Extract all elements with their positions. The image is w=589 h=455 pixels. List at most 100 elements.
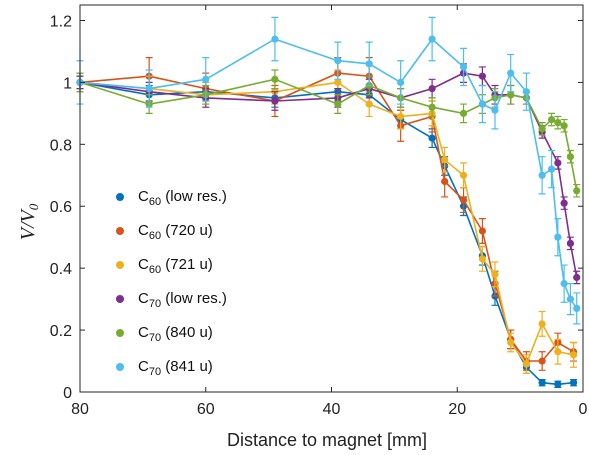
x-tick-label: 0 xyxy=(579,401,588,418)
y-tick-label: 0.4 xyxy=(50,261,72,278)
y-axis-label-main: V/V xyxy=(17,207,39,240)
data-point xyxy=(428,103,436,111)
data-point xyxy=(478,255,486,263)
data-point xyxy=(547,165,556,173)
data-point xyxy=(569,351,578,359)
data-point xyxy=(428,134,436,142)
axes xyxy=(79,4,584,393)
legend-label: C70 (840 u) xyxy=(138,324,213,344)
y-tick-label: 0.2 xyxy=(50,323,72,340)
series-layer xyxy=(76,16,581,388)
x-tick-label: 40 xyxy=(323,401,341,418)
data-point xyxy=(566,295,575,303)
data-point xyxy=(566,239,575,247)
data-point xyxy=(560,122,568,130)
data-point xyxy=(478,72,486,80)
data-point xyxy=(365,100,373,108)
data-point xyxy=(507,338,515,347)
x-tick-label: 20 xyxy=(448,401,466,418)
data-point xyxy=(522,360,531,368)
data-point xyxy=(538,357,546,365)
series-3 xyxy=(76,69,578,375)
data-point xyxy=(573,273,581,282)
legend-marker xyxy=(116,295,124,303)
y-axis-label-sub: 0 xyxy=(26,203,41,210)
data-point xyxy=(554,348,562,356)
tick-labels: 80 60 40 20 0 0 0.2 0.4 0.6 0.8 1 1.2 xyxy=(50,13,588,418)
data-point xyxy=(271,97,279,105)
x-tick-label: 80 xyxy=(71,401,89,418)
legend-label: C70 (low res.) xyxy=(138,290,227,310)
data-point xyxy=(145,84,153,93)
legend-item: C60 (721 u) xyxy=(116,256,213,276)
legend-marker xyxy=(116,227,124,235)
data-point xyxy=(560,280,568,288)
x-axis-label: Distance to magnet [mm] xyxy=(227,430,427,450)
legend-label: C60 (720 u) xyxy=(138,222,213,242)
data-point xyxy=(491,106,499,114)
data-point xyxy=(491,270,499,278)
series-line xyxy=(79,72,575,362)
data-point xyxy=(459,63,468,71)
data-point xyxy=(478,100,486,108)
series-6 xyxy=(76,16,581,325)
series-line xyxy=(79,81,574,366)
data-point xyxy=(459,109,468,117)
data-point xyxy=(441,177,449,186)
data-point xyxy=(554,119,562,127)
data-point xyxy=(334,100,342,108)
legend: C60 (low res.) C60 (720 u) C60 (721 u) C70 … xyxy=(116,188,227,378)
x-tick-label: 60 xyxy=(197,401,215,418)
data-point xyxy=(538,125,546,133)
data-point xyxy=(522,88,531,96)
data-point xyxy=(334,78,342,86)
data-point xyxy=(538,379,546,387)
y-tick-label: 1.2 xyxy=(50,13,72,30)
legend-label: C60 (low res.) xyxy=(138,188,227,208)
svg-text:V/V0: V/V0 xyxy=(17,203,41,240)
data-point xyxy=(441,156,449,164)
legend-item: C70 (841 u) xyxy=(116,358,213,378)
data-point xyxy=(507,69,515,77)
data-point xyxy=(397,112,405,121)
y-tick-label: 0.8 xyxy=(50,137,72,154)
legend-item: C60 (720 u) xyxy=(116,222,213,242)
y-axis-label: V/V0 xyxy=(17,203,41,240)
data-point xyxy=(428,84,436,93)
data-point xyxy=(573,187,581,195)
data-point xyxy=(566,153,575,161)
data-point xyxy=(560,199,568,207)
data-point xyxy=(271,75,279,83)
data-point xyxy=(459,171,468,179)
y-tick-label: 1 xyxy=(63,75,72,92)
legend-marker xyxy=(116,329,124,337)
legend-item: C70 (840 u) xyxy=(116,324,213,344)
data-point xyxy=(459,196,468,204)
legend-marker xyxy=(116,261,124,269)
data-point xyxy=(334,57,342,65)
legend-marker xyxy=(116,193,124,201)
data-point xyxy=(538,320,546,328)
data-point xyxy=(554,159,562,167)
data-point xyxy=(569,379,578,387)
y-tick-label: 0 xyxy=(63,385,72,402)
legend-marker xyxy=(116,363,124,371)
y-tick-label: 0.6 xyxy=(50,199,72,216)
data-point xyxy=(573,304,581,313)
data-point xyxy=(507,91,515,99)
data-point xyxy=(428,35,436,43)
data-point xyxy=(478,227,486,235)
data-point xyxy=(365,60,373,68)
legend-item: C70 (low res.) xyxy=(116,290,227,310)
legend-item: C60 (low res.) xyxy=(116,188,227,208)
data-point xyxy=(202,75,210,83)
data-point xyxy=(538,171,546,179)
data-point xyxy=(554,233,562,241)
legend-label: C60 (721 u) xyxy=(138,256,213,276)
data-point xyxy=(554,380,562,388)
legend-label: C70 (841 u) xyxy=(138,358,213,378)
data-point xyxy=(547,115,556,124)
data-point xyxy=(397,78,405,86)
data-point xyxy=(271,35,279,43)
